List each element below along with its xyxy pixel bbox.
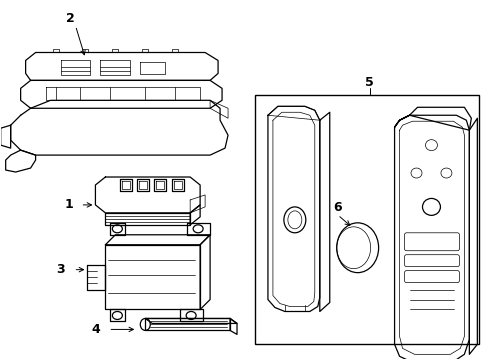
Text: 3: 3 bbox=[56, 263, 65, 276]
Text: 5: 5 bbox=[365, 76, 373, 89]
Text: 1: 1 bbox=[64, 198, 73, 211]
Bar bbox=[254, 95, 478, 345]
Text: 4: 4 bbox=[91, 323, 100, 336]
Text: 6: 6 bbox=[333, 201, 341, 215]
Text: 2: 2 bbox=[66, 12, 75, 25]
